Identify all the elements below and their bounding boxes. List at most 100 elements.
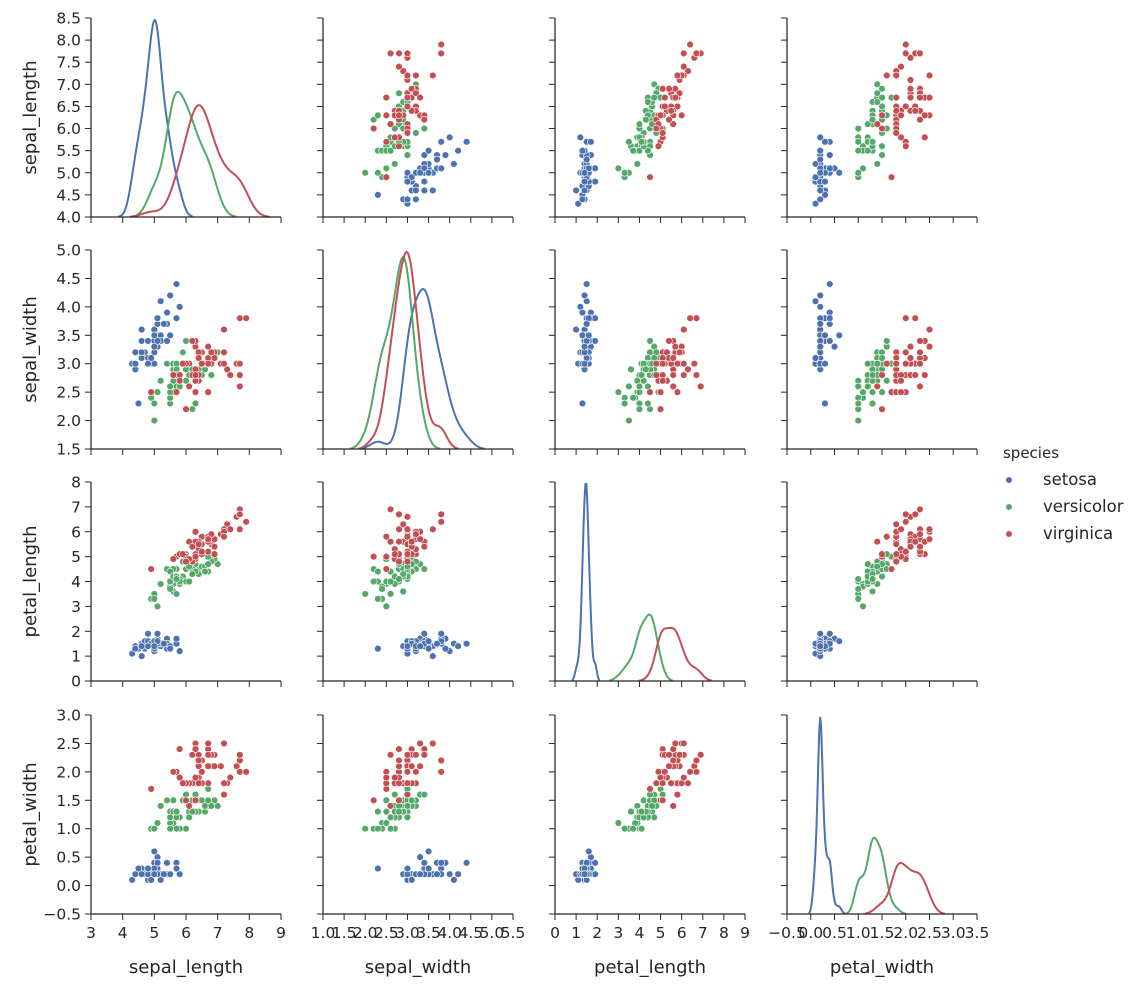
point-versicolor: [386, 146, 395, 155]
point-versicolor: [650, 93, 658, 102]
x-tick-label: 6: [181, 924, 191, 942]
point-virginica: [669, 371, 677, 379]
point-setosa: [437, 630, 445, 638]
legend-marker-virginica: [1005, 530, 1013, 538]
point-setosa: [147, 876, 155, 884]
point-virginica: [420, 751, 429, 759]
point-virginica: [220, 325, 228, 334]
point-virginica: [437, 510, 445, 519]
point-setosa: [578, 331, 587, 339]
point-virginica: [692, 314, 701, 322]
point-versicolor: [153, 602, 162, 611]
point-setosa: [172, 314, 181, 322]
point-setosa: [835, 331, 843, 339]
point-setosa: [437, 138, 445, 146]
point-versicolor: [878, 142, 886, 150]
point-virginica: [223, 365, 231, 374]
y-tick-label: 2: [71, 623, 81, 641]
point-virginica: [669, 756, 677, 765]
point-virginica: [646, 173, 654, 181]
point-virginica: [185, 802, 193, 810]
point-virginica: [892, 360, 900, 368]
point-virginica: [147, 565, 155, 573]
point-virginica: [902, 40, 910, 49]
point-virginica: [916, 348, 924, 357]
point-versicolor: [873, 80, 881, 89]
point-virginica: [661, 102, 669, 111]
point-virginica: [169, 371, 178, 379]
y-tick-label: 6.5: [56, 98, 81, 116]
point-virginica: [412, 751, 420, 759]
point-virginica: [399, 520, 407, 528]
point-virginica: [925, 525, 934, 533]
point-versicolor: [153, 819, 162, 827]
point-virginica: [897, 111, 905, 119]
point-virginica: [382, 552, 391, 561]
point-virginica: [236, 768, 244, 776]
kde-curve-virginica: [357, 250, 460, 450]
point-setosa: [416, 642, 424, 650]
point-versicolor: [859, 602, 867, 611]
point-virginica: [916, 93, 924, 102]
point-virginica: [369, 796, 378, 804]
point-versicolor: [382, 796, 391, 804]
point-setosa: [580, 169, 589, 177]
point-versicolor: [391, 160, 399, 168]
y-tick-label: −0.5: [43, 906, 81, 924]
point-virginica: [669, 120, 677, 128]
point-versicolor: [361, 590, 369, 598]
point-virginica: [182, 405, 190, 413]
legend-entry-setosa: setosa: [1005, 470, 1097, 489]
point-versicolor: [854, 124, 862, 133]
point-setosa: [433, 870, 441, 878]
point-setosa: [420, 630, 429, 638]
point-virginica: [395, 557, 403, 566]
point-versicolor: [868, 587, 877, 596]
point-setosa: [420, 177, 429, 186]
point-setosa: [424, 169, 433, 177]
point-virginica: [386, 751, 395, 759]
point-virginica: [185, 382, 193, 391]
point-virginica: [395, 62, 403, 71]
panel-petal_length-vs-petal_width: [781, 481, 978, 687]
panel-petal_length-vs-sepal_length: 0 1 2 3 4 5 6 7 8: [71, 474, 282, 691]
kde-curve-versicolor: [131, 90, 237, 218]
point-virginica: [667, 107, 675, 115]
point-versicolor: [412, 129, 420, 137]
point-versicolor: [420, 565, 429, 573]
point-setosa: [816, 186, 824, 195]
point-virginica: [226, 525, 235, 533]
point-setosa: [163, 337, 171, 345]
kde-curve-setosa: [571, 482, 601, 682]
y-tick-label: 5.0: [56, 164, 81, 182]
point-virginica: [897, 62, 905, 71]
point-setosa: [580, 177, 589, 186]
point-virginica: [175, 745, 184, 753]
point-virginica: [680, 739, 688, 748]
point-virginica: [680, 62, 688, 71]
point-virginica: [883, 360, 891, 368]
kde-curve-setosa: [359, 288, 485, 450]
point-setosa: [816, 342, 824, 351]
point-virginica: [204, 342, 212, 351]
point-setosa: [576, 133, 585, 142]
point-setosa: [150, 331, 159, 339]
point-setosa: [821, 399, 829, 408]
point-versicolor: [620, 825, 629, 833]
point-versicolor: [378, 585, 386, 593]
point-virginica: [395, 111, 403, 119]
point-versicolor: [166, 585, 174, 593]
point-versicolor: [873, 160, 881, 168]
point-virginica: [902, 348, 910, 357]
point-versicolor: [864, 360, 872, 368]
point-virginica: [892, 129, 900, 137]
point-virginica: [686, 768, 694, 776]
point-virginica: [911, 537, 919, 546]
point-virginica: [182, 796, 190, 804]
point-virginica: [911, 314, 919, 322]
point-versicolor: [156, 802, 165, 810]
point-setosa: [156, 876, 165, 884]
point-virginica: [892, 557, 900, 566]
point-setosa: [175, 647, 184, 655]
point-virginica: [925, 93, 934, 102]
